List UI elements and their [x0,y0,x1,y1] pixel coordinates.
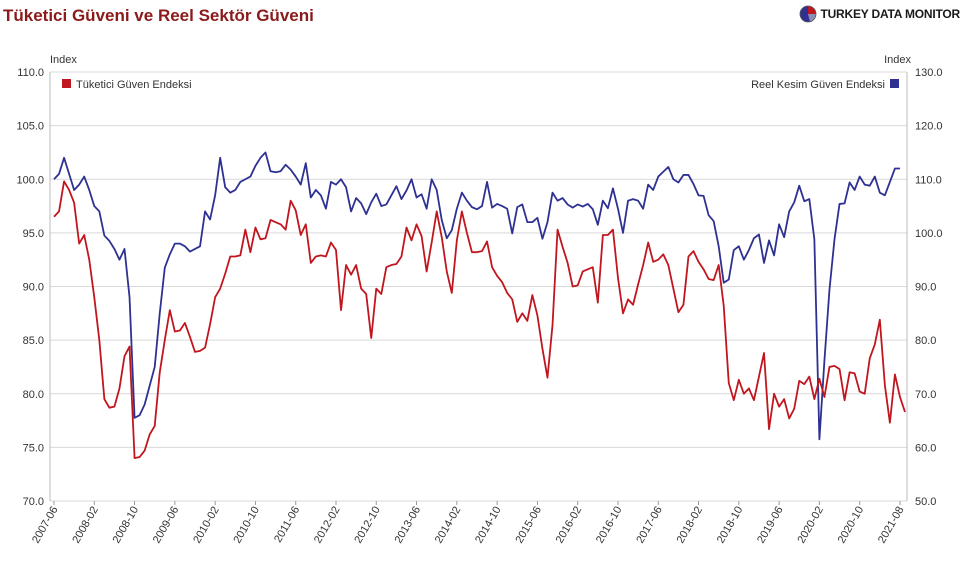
x-tick-label: 2015-06 [513,505,544,546]
x-tick-label: 2016-10 [594,505,625,546]
chart-title: Tüketici Güveni ve Reel Sektör Güveni [3,6,314,25]
left-tick-label: 80.0 [23,389,44,401]
right-axis-label: Index [884,54,911,66]
right-tick-label: 90.0 [915,282,936,294]
x-tick-label: 2007-06 [30,505,61,546]
gridlines [49,71,908,502]
brand-logo: TURKEY DATA MONITOR [799,5,960,23]
right-tick-label: 50.0 [915,496,936,508]
right-tick-label: 110.0 [915,174,942,186]
left-axis-label: Index [50,54,77,66]
left-tick-label: 110.0 [17,67,44,79]
left-tick-label: 95.0 [23,228,44,240]
x-tick-label: 2008-10 [111,505,142,546]
left-tick-label: 105.0 [16,121,44,133]
x-tick-label: 2012-02 [312,505,343,546]
x-tick-label: 2009-06 [151,505,182,546]
x-tick-label: 2014-02 [433,505,464,546]
left-tick-label: 70.0 [23,496,44,508]
legend-real: Reel Kesim Güven Endeksi [751,79,899,91]
series-line-real [53,151,900,441]
legend-swatch-consumer [62,79,71,88]
right-tick-label: 130.0 [915,67,943,79]
series-lines [53,151,906,459]
x-tick-label: 2008-02 [70,505,101,546]
legend-label-real: Reel Kesim Güven Endeksi [751,79,885,91]
x-tick-label: 2010-10 [231,505,262,546]
x-tick-label: 2016-02 [554,505,585,546]
right-tick-label: 70.0 [915,389,936,401]
left-tick-label: 75.0 [23,442,44,454]
right-tick-label: 60.0 [915,442,936,454]
x-tick-label: 2010-02 [191,505,222,546]
left-tick-label: 90.0 [23,282,44,294]
x-tick-label: 2014-10 [473,505,504,546]
right-axis-ticks: 50.0 60.0 70.0 80.0 90.0 100.0 110.0 120.0 130.0 [915,67,943,508]
x-tick-label: 2017-06 [634,505,665,546]
x-tick-label: 2021-08 [876,505,907,546]
x-tick-label: 2020-10 [836,505,867,546]
legend-consumer: Tüketici Güven Endeksi [62,79,192,91]
x-tick-label: 2013-06 [393,505,424,546]
series-line-consumer [53,180,906,459]
left-tick-label: 100.0 [16,174,44,186]
right-tick-label: 100.0 [915,228,943,240]
x-tick-label: 2020-02 [795,505,826,546]
left-axis-ticks: 70.0 75.0 80.0 85.0 90.0 95.0 100.0 105.0 110.0 [16,67,44,508]
right-tick-label: 120.0 [915,121,943,133]
x-tick-label: 2018-02 [675,505,706,546]
left-tick-label: 85.0 [23,335,44,347]
x-tick-label: 2012-10 [352,505,383,546]
x-tick-label: 2011-06 [272,505,302,545]
pie-globe-icon [800,5,817,23]
legend-label-consumer: Tüketici Güven Endeksi [76,79,192,91]
right-tick-label: 80.0 [915,335,936,347]
brand-name: TURKEY DATA MONITOR [820,7,960,21]
legend-swatch-real [890,79,899,88]
x-tick-label: 2019-06 [755,505,786,546]
x-tick-label: 2018-10 [715,505,746,546]
x-axis-ticks: 2007-06 2008-02 2008-10 2009-06 2010-02 2010-… [30,501,907,545]
